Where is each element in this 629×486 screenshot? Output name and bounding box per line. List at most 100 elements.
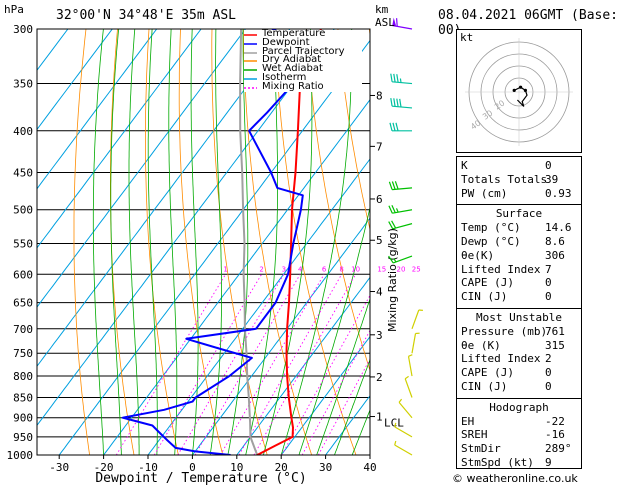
surface-title: Surface [495, 207, 543, 221]
index-row: CIN (J) 0 [457, 290, 581, 304]
index-value: 289° [545, 442, 572, 456]
legend-item: Isotherm [244, 72, 362, 83]
wind-barb [411, 332, 420, 354]
pressure-tick-label: 650 [13, 297, 33, 310]
datetime-title: 08.04.2021 06GMT (Base: 00) [438, 8, 619, 38]
pressure-tick-label: 900 [13, 412, 33, 425]
pressure-tick-label: 450 [13, 167, 33, 180]
km-tick-label: 5 [376, 234, 383, 247]
mixing-ratio-line [153, 274, 262, 455]
mixing-ratio-axis-label: Mixing Ratio (g/kg) [386, 228, 399, 332]
isotherm-line [37, 29, 335, 427]
km-tick-label: 8 [376, 90, 383, 103]
mixing-ratio-line [253, 274, 356, 455]
index-row: θe(K) 306 [457, 249, 581, 263]
index-value: 0.93 [545, 186, 572, 200]
wet-adiabat-line [334, 358, 370, 455]
wet-adiabat-line [298, 205, 370, 455]
copyright-text: © weatheronline.co.uk [452, 472, 578, 485]
hodograph-point [512, 88, 516, 92]
pressure-tick-label: 1000 [7, 449, 34, 462]
index-value: 315 [545, 338, 565, 352]
pressure-tick-label: 700 [13, 323, 33, 336]
index-row: CAPE (J) 0 [457, 276, 581, 290]
wet-adiabat-line [128, 29, 140, 455]
wind-barb [390, 73, 413, 85]
km-tick-label: 3 [376, 329, 383, 342]
index-key: Totals Totals [461, 172, 548, 186]
legend-swatch [244, 87, 257, 89]
hodograph-ring-label: 20 [493, 98, 507, 111]
wind-barb [392, 17, 413, 30]
pressure-tick-label: 350 [13, 78, 33, 91]
legend-swatch [244, 69, 257, 71]
mixing-ratio-line [281, 294, 370, 455]
wind-barb [404, 375, 413, 398]
km-tick-label: 2 [376, 371, 383, 384]
km-tick-label: 7 [376, 140, 383, 153]
pressure-tick-label: 500 [13, 204, 33, 217]
temperature-tick-label: 10 [230, 461, 243, 474]
index-row: CAPE (J) 0 [457, 366, 581, 380]
legend-label: Wet Adiabat [262, 63, 323, 75]
index-key: Pressure (mb) [461, 324, 548, 338]
pressure-tick-label: 850 [13, 392, 33, 405]
dry-adiabat-line [621, 29, 629, 455]
wind-barb [398, 398, 413, 419]
index-value: 306 [545, 248, 565, 262]
index-key: CAPE (J) [461, 276, 514, 290]
isotherm-line [236, 276, 370, 455]
legend-label: Dry Adiabat [262, 54, 322, 66]
legend-item: Dry Adiabat [244, 54, 362, 66]
mixing-ratio-line [177, 274, 285, 455]
index-key: PW (cm) [461, 186, 508, 200]
mixing-ratio-line [220, 274, 325, 455]
index-value: 0 [545, 290, 552, 304]
temperature-tick-label: 40 [363, 461, 376, 474]
hodograph-kt-label: kt [460, 31, 474, 44]
legend-swatch [244, 43, 257, 45]
hodograph-point [519, 85, 523, 89]
index-key: Temp (°C) [461, 221, 521, 235]
legend-item: Parcel Trajectory [244, 46, 362, 57]
pressure-tick-label: 300 [13, 23, 33, 36]
mixing-ratio-label: 4 [298, 265, 303, 273]
location-title: 32°00'N 34°48'E 35m ASL [56, 8, 237, 23]
wind-barb [388, 255, 413, 264]
dry-adiabat-line [243, 29, 312, 455]
legend-label: Temperature [262, 28, 326, 39]
wet-adiabat-line [190, 29, 199, 455]
panel-divider [457, 308, 581, 309]
legend-swatch [244, 60, 257, 63]
index-value: 39 [545, 172, 559, 186]
dry-adiabat-line [590, 29, 629, 455]
index-row: Lifted Index 2 [457, 352, 581, 366]
isotherm-line [191, 217, 370, 455]
wet-adiabat-line [168, 29, 178, 455]
dry-adiabat-line [110, 29, 135, 455]
mixing-ratio-label: 8 [339, 265, 343, 273]
isotherm-line [37, 29, 291, 368]
index-row: Lifted Index 7 [457, 263, 581, 277]
most-unstable-title: Most Unstable [475, 311, 563, 324]
wet-adiabat-line [263, 29, 313, 455]
wind-barb [394, 440, 413, 456]
legend-item: Mixing Ratio [244, 81, 362, 92]
isotherm-line [325, 394, 370, 455]
index-row: EH -22 [457, 415, 581, 429]
isotherm-line [280, 335, 370, 455]
wet-adiabat-line [110, 29, 122, 455]
index-value: 2 [545, 352, 552, 366]
mixing-ratio-label: 25 [412, 265, 421, 273]
index-key: EH [461, 414, 475, 428]
pressure-tick-label: 750 [13, 347, 33, 360]
index-row: CIN (J) 0 [457, 380, 581, 394]
panel-divider [457, 397, 581, 399]
panel-divider [457, 204, 581, 206]
plot-frame [36, 28, 371, 456]
index-value: -22 [545, 414, 565, 428]
wind-barb [388, 204, 413, 214]
dry-adiabat-line [178, 29, 224, 455]
dry-adiabat-line [306, 29, 370, 372]
